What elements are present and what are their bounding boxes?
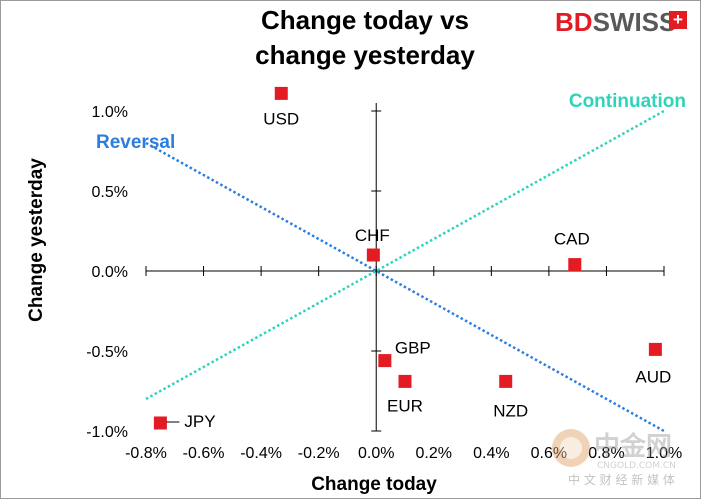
x-tick-label: 1.0% [646, 445, 682, 462]
x-axis-label: Change today [311, 474, 437, 495]
swiss-cross-icon [669, 11, 687, 29]
brand-plus: + [673, 10, 683, 29]
chart-title-line2: change yesterday [255, 40, 475, 70]
point-label-nzd: NZD [493, 401, 528, 420]
point-label-chf: CHF [355, 226, 390, 245]
x-tick-label: -0.4% [240, 445, 282, 462]
x-tick-label: 0.6% [531, 445, 567, 462]
x-tick-label: 0.8% [588, 445, 624, 462]
point-label-eur: EUR [387, 396, 423, 415]
point-aud[interactable] [648, 342, 662, 356]
point-label-cad: CAD [554, 230, 590, 249]
y-tick-label: 1.0% [92, 104, 128, 121]
coin-icon [552, 429, 590, 467]
y-tick-label: 0.0% [92, 264, 128, 281]
x-tick-label: -0.2% [298, 445, 340, 462]
point-usd[interactable] [274, 86, 288, 100]
x-tick-label: -0.6% [183, 445, 225, 462]
point-label-usd: USD [263, 109, 299, 128]
data-points: USD CHF CAD GBP EUR NZD AUD JPY [153, 86, 671, 431]
x-tick-label: 0.4% [473, 445, 509, 462]
y-tick-label: -0.5% [86, 344, 128, 361]
point-label-gbp: GBP [395, 339, 431, 358]
point-gbp[interactable] [378, 354, 392, 368]
point-eur[interactable] [398, 374, 412, 388]
brand-bd: BDSWISS [555, 7, 676, 37]
guide-lines: Reversal Continuation [96, 91, 686, 433]
continuation-guide-label: Continuation [569, 91, 686, 112]
point-cad[interactable] [568, 258, 582, 272]
x-tick-label: 0.0% [358, 445, 394, 462]
reversal-guide-line [145, 141, 665, 433]
watermark: 中金网 CNGOLD.COM.CN 中 文 财 经 新 媒 体 [552, 429, 676, 487]
x-tick-label: 0.2% [416, 445, 452, 462]
watermark-name: 中金网 [594, 431, 672, 462]
point-label-aud: AUD [635, 367, 671, 386]
continuation-guide-line [145, 109, 665, 401]
point-chf[interactable] [366, 248, 380, 262]
watermark-tagline: 中 文 财 经 新 媒 体 [568, 472, 675, 487]
coin-inner-icon [560, 437, 582, 459]
brand-logo: BDSWISS + [555, 7, 687, 37]
y-tick-label: -1.0% [86, 424, 128, 441]
x-tick-label: -0.8% [125, 445, 167, 462]
chart-title-line1: Change today vs [261, 5, 469, 35]
watermark-url: CNGOLD.COM.CN [597, 461, 676, 471]
point-jpy[interactable] [153, 416, 167, 430]
point-nzd[interactable] [499, 374, 513, 388]
point-label-jpy: JPY [184, 412, 215, 431]
reversal-guide-label: Reversal [96, 132, 175, 153]
axes: 1.0% 0.5% 0.0% -0.5% -1.0% -0.8% -0.6% -0.4% -0.… [86, 103, 682, 462]
y-axis-label: Change yesterday [26, 158, 47, 322]
y-tick-label: 0.5% [92, 184, 128, 201]
